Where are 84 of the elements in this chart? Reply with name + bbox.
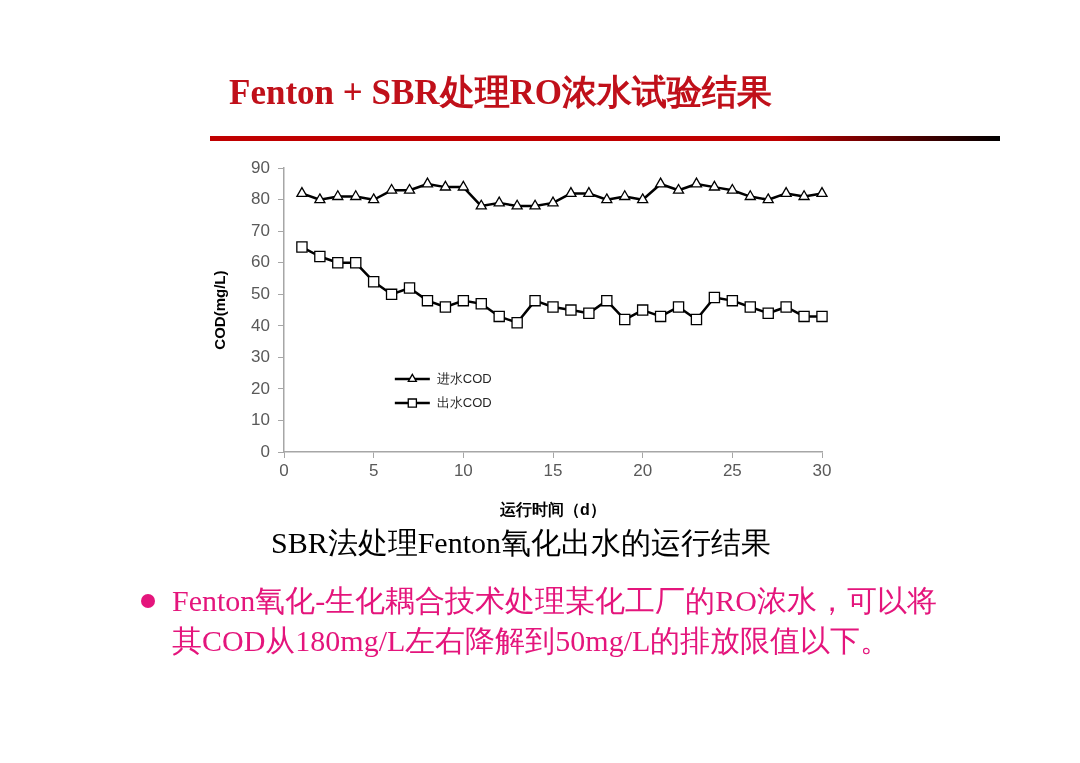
point (690, 177, 703, 188)
point (439, 180, 452, 191)
y-tick-label: 90 (251, 157, 270, 177)
point (618, 313, 631, 326)
point (583, 186, 595, 197)
point (350, 190, 362, 201)
point (349, 257, 362, 269)
point (708, 291, 721, 304)
y-tick-label: 10 (251, 410, 270, 430)
x-tick-label: 10 (453, 460, 473, 480)
point (403, 183, 416, 194)
legend-label: 出水COD (436, 394, 492, 410)
point (708, 180, 721, 191)
point (439, 301, 452, 313)
point (421, 294, 434, 307)
point (798, 310, 810, 323)
point (672, 183, 685, 194)
point (296, 186, 308, 197)
point (762, 307, 774, 319)
y-tick-label: 60 (251, 252, 270, 272)
y-tick-label: 80 (251, 189, 270, 209)
point (457, 180, 470, 191)
point (798, 190, 810, 201)
point (296, 241, 308, 253)
point (726, 183, 739, 194)
x-tick-label: 15 (543, 460, 563, 480)
y-tick-label: 40 (251, 315, 270, 335)
point (744, 301, 757, 313)
point (690, 313, 703, 326)
chart-title: Fenton + SBR处理RO浓水试验结果 (229, 72, 773, 114)
x-tick-label: 20 (633, 460, 653, 480)
point (726, 294, 739, 307)
point (314, 250, 326, 263)
y-axis-title: COD(mg/L) (211, 270, 229, 350)
point (511, 199, 523, 210)
y-tick-label: 20 (251, 378, 270, 398)
y-tick-label: 50 (251, 284, 270, 304)
point (421, 177, 434, 188)
point (672, 301, 685, 313)
point (457, 294, 470, 307)
point (780, 301, 792, 313)
point (367, 193, 380, 204)
text: SBR法处理Fenton氧化出水的运行结果 (269, 525, 772, 561)
point (475, 199, 487, 210)
x-tick-label: 30 (812, 460, 832, 480)
point (367, 275, 380, 288)
legend-label: 进水COD (436, 370, 492, 386)
x-axis-title: 运行时间（d） (499, 500, 606, 519)
point (762, 193, 774, 204)
point (654, 177, 667, 188)
point (816, 186, 828, 197)
point (314, 193, 326, 204)
point (332, 190, 344, 201)
point (780, 186, 792, 197)
y-tick-label: 30 (251, 347, 270, 367)
point (547, 196, 559, 207)
point (529, 294, 541, 307)
x-tick-label: 5 (368, 460, 379, 480)
x-tick-label: 0 (279, 460, 289, 480)
x-tick-label: 25 (722, 460, 742, 480)
point (636, 304, 649, 316)
point (493, 310, 505, 323)
point (403, 282, 416, 294)
text: Fenton氧化-生化耦合技术处理某化工厂的RO浓水，可以将其COD从180mg/L左右降解到50mg/L的排放限值以下。 (172, 584, 937, 657)
point (475, 298, 488, 310)
point (601, 193, 613, 204)
point (744, 190, 756, 201)
point (493, 196, 505, 207)
point (565, 186, 577, 197)
y-tick-label: 0 (260, 441, 270, 461)
point (654, 310, 667, 323)
point (601, 294, 613, 307)
point (385, 288, 398, 301)
point (565, 304, 577, 316)
point (816, 310, 828, 323)
point (619, 190, 631, 201)
point (583, 307, 595, 319)
point (332, 257, 344, 269)
point (385, 183, 398, 194)
point (511, 316, 523, 329)
point (636, 193, 649, 204)
y-tick-label: 70 (251, 220, 270, 240)
point (547, 301, 559, 313)
point (529, 199, 541, 210)
